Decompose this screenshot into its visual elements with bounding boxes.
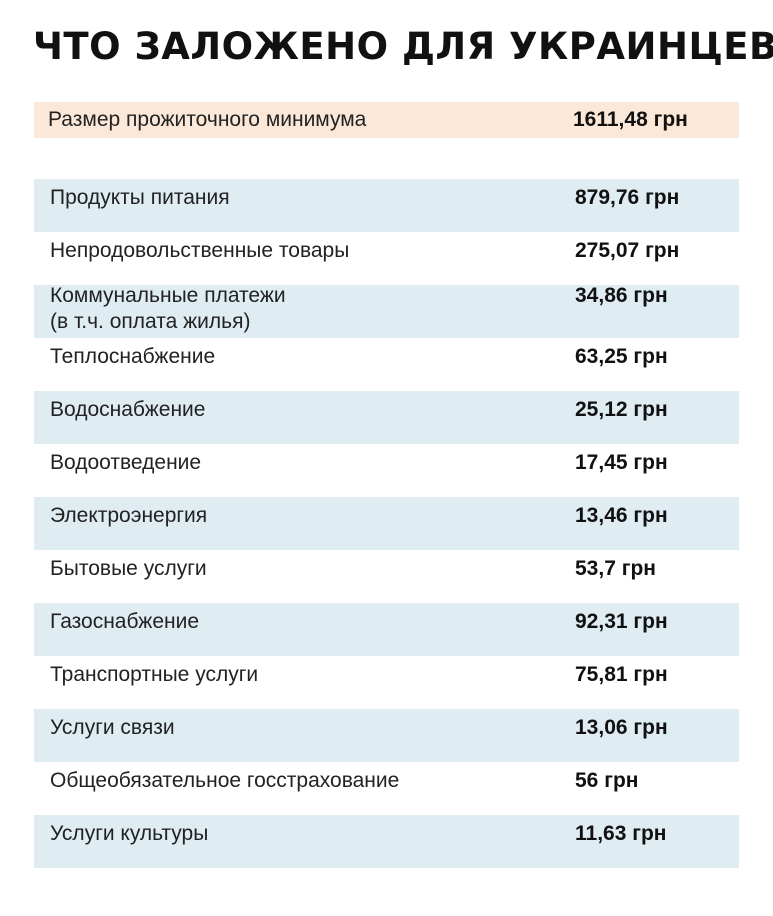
table-row: Транспортные услуги 75,81 грн [34, 656, 739, 709]
row-label: Общеобязательное госстрахование [50, 769, 400, 792]
table-row: Услуги культуры 11,63 грн [34, 815, 739, 868]
table-row: Бытовые услуги 53,7 грн [34, 550, 739, 603]
row-value: 25,12 грн [575, 398, 668, 421]
row-value: 879,76 грн [575, 186, 680, 209]
row-label: Транспортные услуги [50, 663, 259, 686]
summary-label: Размер прожиточного минимума [48, 108, 367, 131]
row-label: Непродовольственные товары [50, 239, 350, 262]
summary-value: 1611,48 грн [573, 108, 688, 131]
row-label: Услуги культуры [50, 822, 209, 845]
row-label: Теплоснабжение [50, 345, 216, 368]
row-value: 13,46 грн [575, 504, 668, 527]
row-value: 11,63 грн [575, 822, 667, 845]
page-title: ЧТО ЗАЛОЖЕНО ДЛЯ УКРАИНЦЕВ [33, 25, 773, 68]
row-value: 53,7 грн [575, 557, 656, 580]
row-label: Коммунальные платежи (в т.ч. оплата жиль… [50, 284, 286, 333]
table-row: Услуги связи 13,06 грн [34, 709, 739, 762]
row-value: 13,06 грн [575, 716, 668, 739]
row-value: 275,07 грн [575, 239, 680, 262]
row-value: 75,81 грн [575, 663, 668, 686]
row-label: Услуги связи [50, 716, 175, 739]
table-row: Электроэнергия 13,46 грн [34, 497, 739, 550]
table-row: Теплоснабжение 63,25 грн [34, 338, 739, 391]
table-row: Водоотведение 17,45 грн [34, 444, 739, 497]
summary-row: Размер прожиточного минимума 1611,48 грн [34, 102, 739, 138]
table-row: Коммунальные платежи (в т.ч. оплата жиль… [34, 284, 739, 338]
row-label: Водоснабжение [50, 398, 206, 421]
table-row: Продукты питания 879,76 грн [34, 179, 739, 232]
row-label: Продукты питания [50, 186, 230, 209]
row-label: Газоснабжение [50, 610, 200, 633]
expense-table: Продукты питания 879,76 грн Непродовольс… [34, 179, 739, 868]
row-value: 34,86 грн [575, 284, 668, 307]
table-row: Общеобязательное госстрахование 56 грн [34, 762, 739, 815]
row-value: 56 грн [575, 769, 639, 792]
row-label: Электроэнергия [50, 504, 208, 527]
table-row: Газоснабжение 92,31 грн [34, 603, 739, 656]
row-label: Бытовые услуги [50, 557, 207, 580]
table-row: Водоснабжение 25,12 грн [34, 391, 739, 444]
row-label: Водоотведение [50, 451, 202, 474]
table-row: Непродовольственные товары 275,07 грн [34, 232, 739, 285]
row-value: 17,45 грн [575, 451, 668, 474]
row-value: 92,31 грн [575, 610, 668, 633]
row-value: 63,25 грн [575, 345, 668, 368]
